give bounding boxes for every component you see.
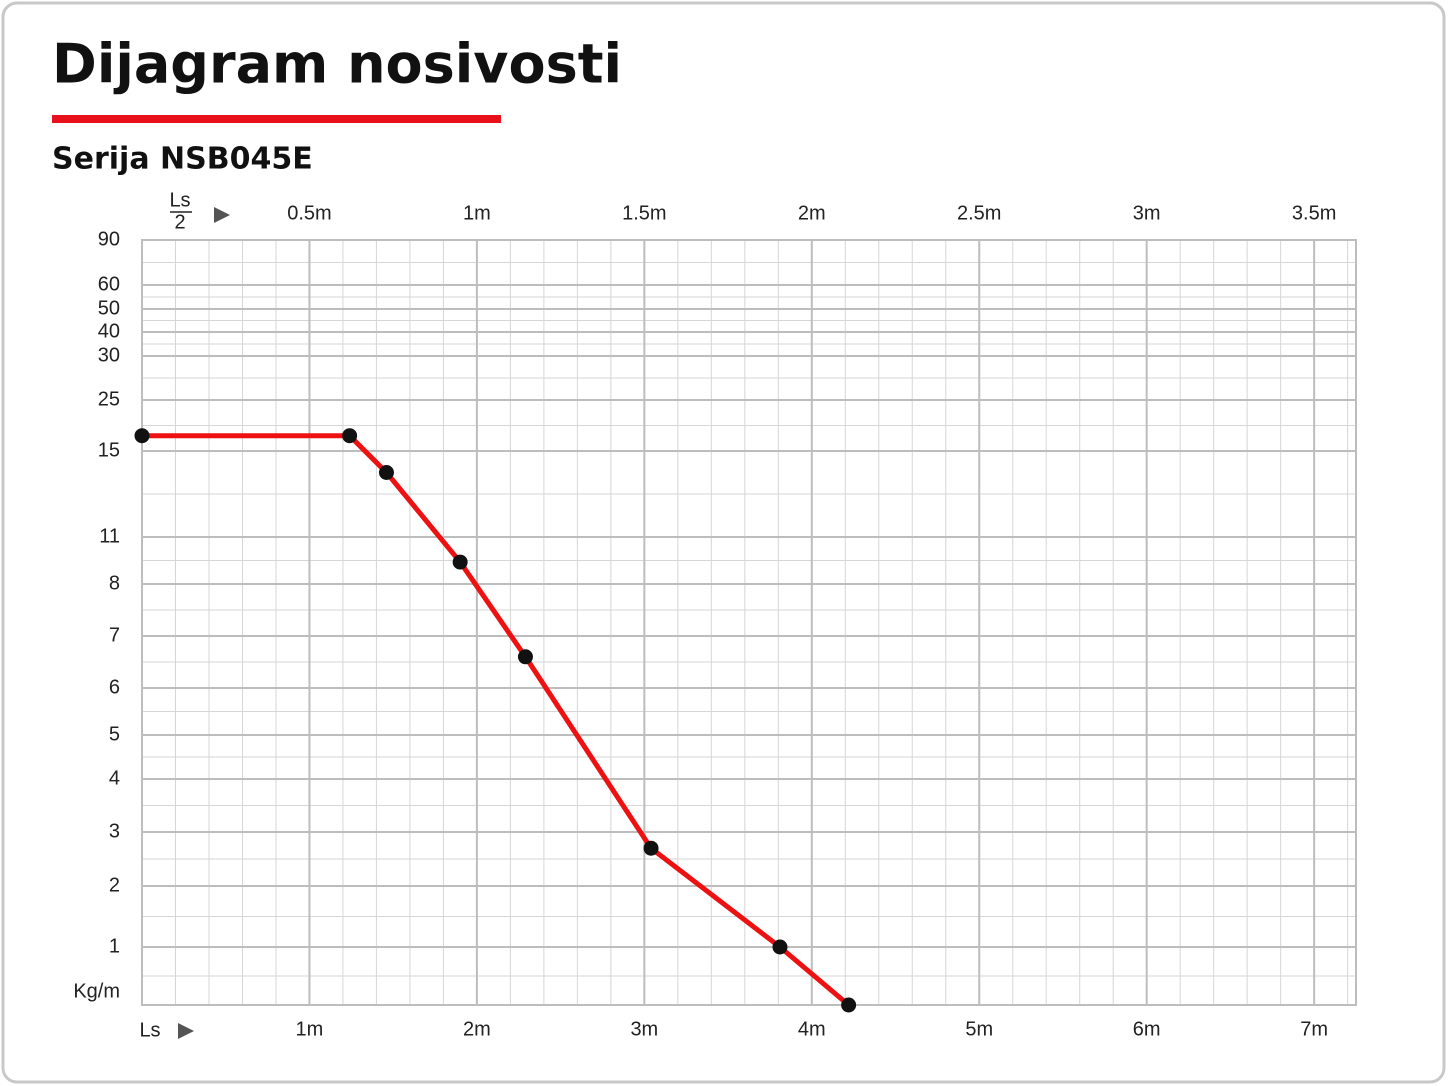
x2-tick-label: 1m: [463, 202, 491, 224]
y-tick-label: 11: [99, 525, 120, 547]
y-tick-label: 4: [109, 767, 120, 789]
data-point: [517, 649, 533, 665]
x-tick-label: 3m: [630, 1018, 658, 1040]
data-point: [342, 428, 358, 444]
series-line: [142, 433, 851, 1007]
arrow: [214, 207, 230, 223]
data-point: [841, 997, 857, 1013]
x-axis-label: Ls: [139, 1019, 160, 1041]
plot-area: [142, 240, 1356, 1005]
y-tick-label: 6: [109, 676, 120, 698]
chart-subtitle: Serija NSB045E: [52, 142, 313, 177]
y-tick-label: 1: [109, 935, 120, 957]
y-tick-label: 8: [109, 572, 120, 594]
y-tick-label: 25: [98, 388, 120, 410]
x-tick-label: 2m: [463, 1018, 491, 1040]
data-point: [452, 554, 468, 570]
data-point: [378, 465, 394, 480]
y-tick-label: 7: [109, 624, 120, 646]
x-tick-label: 5m: [965, 1018, 993, 1040]
data-point: [134, 428, 150, 444]
x2-tick-label: 1.5m: [622, 202, 666, 224]
y-tick-label: 60: [98, 273, 120, 295]
x-tick-label: 1m: [296, 1018, 324, 1040]
x2-tick-label: 2m: [798, 202, 826, 224]
x-tick-label: 7m: [1300, 1018, 1328, 1040]
x2-label-bottom: 2: [174, 211, 185, 233]
x-tick-label: 6m: [1133, 1018, 1161, 1040]
y-tick-label: 15: [98, 439, 120, 461]
y-tick-label: 40: [98, 320, 120, 342]
x2-tick-label: 2.5m: [957, 202, 1001, 224]
chart-title: Dijagram nosivosti: [52, 33, 622, 96]
title-underline: [52, 115, 501, 123]
x2-tick-label: 0.5m: [287, 202, 331, 224]
y-tick-label: 5: [109, 723, 120, 745]
y-tick-label: 30: [98, 344, 120, 366]
arrow: [178, 1023, 194, 1039]
x2-label-top: Ls: [169, 189, 190, 211]
y-tick-label: 2: [109, 874, 120, 896]
x2-tick-label: 3.5m: [1292, 202, 1336, 224]
data-point: [772, 939, 788, 955]
y-tick-label: 3: [109, 820, 120, 842]
y-axis-label: Kg/m: [73, 980, 120, 1002]
data-point: [643, 840, 659, 856]
x2-tick-label: 3m: [1133, 202, 1161, 224]
y-tick-label: 90: [98, 228, 120, 250]
plot-border: [141, 239, 1357, 1006]
y-tick-label: 50: [98, 297, 120, 319]
x-tick-label: 4m: [798, 1018, 826, 1040]
